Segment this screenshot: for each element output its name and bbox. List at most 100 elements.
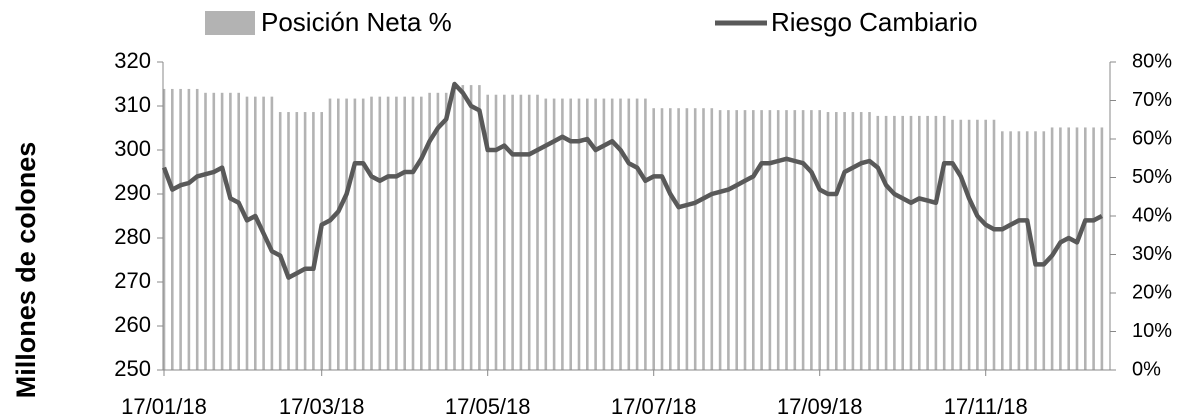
bar: [303, 112, 307, 371]
bar: [204, 92, 207, 371]
bar: [669, 108, 672, 370]
x-tick-label: 17/01/18: [121, 394, 207, 419]
bar: [926, 115, 929, 371]
bar: [187, 88, 191, 370]
bar: [602, 98, 606, 370]
bar: [1067, 127, 1070, 370]
bar: [776, 110, 780, 370]
bar: [220, 92, 224, 371]
bar: [934, 115, 938, 371]
y2-tick-label: 30%: [1132, 243, 1172, 265]
y-tick-label: 310: [114, 92, 151, 117]
bar: [478, 85, 481, 370]
bar: [909, 115, 913, 371]
bar: [685, 108, 689, 370]
bar: [743, 110, 747, 370]
bar: [411, 96, 415, 371]
bar: [586, 98, 589, 370]
bar: [320, 112, 323, 371]
bar: [1075, 127, 1079, 370]
bar: [444, 92, 448, 371]
bar: [1025, 131, 1029, 370]
bar: [544, 98, 548, 370]
bar: [718, 110, 722, 370]
bar: [395, 96, 398, 371]
bar: [635, 98, 639, 370]
line: [161, 81, 1103, 280]
bar: [1001, 131, 1004, 370]
bar: [884, 115, 888, 371]
bar: [561, 98, 564, 370]
x-tick-label: 17/07/18: [611, 394, 697, 419]
bar: [901, 115, 904, 371]
bar: [312, 112, 315, 371]
bar: [752, 110, 755, 370]
bar: [1042, 131, 1046, 370]
y-axis-title: Millones de colones: [11, 142, 41, 399]
bar: [569, 98, 572, 370]
bar: [1050, 127, 1054, 370]
x-tick-label: 17/09/18: [777, 394, 863, 419]
bar: [801, 110, 805, 370]
y2-tick-label: 0%: [1132, 358, 1161, 380]
bar: [577, 98, 581, 370]
bar: [785, 110, 788, 370]
bar: [519, 94, 523, 370]
bar: [378, 96, 382, 371]
bar: [760, 110, 763, 370]
bar: [1059, 127, 1062, 370]
y-tick-label: 260: [114, 312, 151, 337]
y-tick-label: 320: [114, 48, 151, 73]
bar: [195, 88, 199, 370]
y2-tick-label: 10%: [1132, 320, 1172, 342]
bar: [370, 96, 373, 371]
bar: [1100, 127, 1104, 370]
y2-tick-label: 40%: [1132, 204, 1172, 226]
y-tick-label: 250: [114, 356, 151, 381]
bar: [295, 112, 299, 371]
bar: [1017, 131, 1021, 370]
bar: [162, 88, 166, 370]
bar: [652, 108, 655, 370]
bar: [835, 112, 838, 371]
bar: [727, 110, 730, 370]
x-tick-label: 17/05/18: [445, 394, 531, 419]
bar: [353, 98, 357, 370]
bar: [254, 96, 257, 371]
bar: [959, 119, 963, 370]
bar: [693, 108, 697, 370]
bar: [503, 94, 506, 370]
bar: [278, 112, 282, 371]
bar: [826, 112, 830, 371]
bar: [386, 96, 390, 371]
x-tick-label: 17/11/18: [944, 394, 1028, 419]
bar: [494, 94, 498, 370]
legend-label: Posición Neta %: [261, 7, 452, 37]
bar: [851, 112, 855, 371]
bar: [893, 115, 896, 371]
bar: [536, 94, 539, 370]
y-tick-label: 300: [114, 136, 151, 161]
bar: [527, 94, 531, 370]
y2-tick-label: 80%: [1132, 50, 1172, 72]
bar: [1092, 127, 1095, 370]
bar: [229, 92, 232, 371]
bar: [918, 115, 921, 371]
bar: [245, 96, 249, 371]
bar: [436, 92, 440, 371]
bar: [428, 92, 431, 371]
bar: [610, 98, 614, 370]
bar: [453, 85, 456, 370]
bar: [403, 96, 406, 371]
bar: [287, 112, 290, 371]
bar: [810, 110, 813, 370]
bar: [1034, 131, 1037, 370]
bar: [859, 112, 863, 371]
y-tick-label: 280: [114, 224, 151, 249]
y-tick-label: 290: [114, 180, 151, 205]
bar: [868, 112, 871, 371]
bar: [702, 108, 705, 370]
bar: [976, 119, 979, 370]
bar: [171, 88, 174, 370]
